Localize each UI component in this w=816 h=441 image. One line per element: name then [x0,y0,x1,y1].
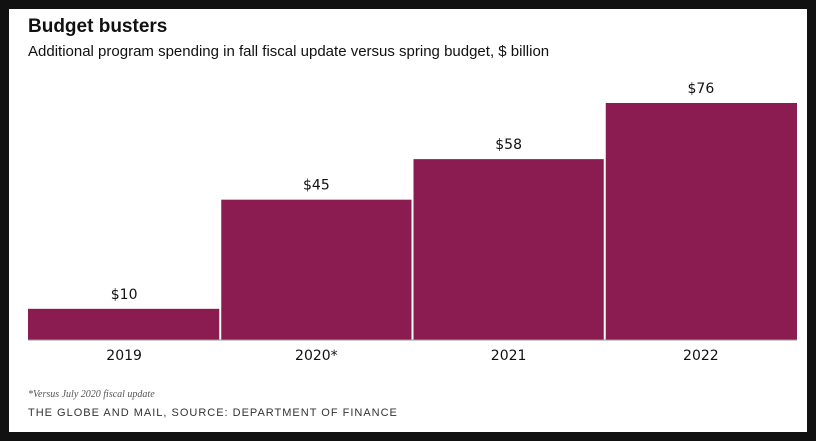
x-tick-label: 2020* [295,348,338,364]
source-credit: THE GLOBE AND MAIL, SOURCE: DEPARTMENT O… [28,407,398,419]
value-label: $10 [111,287,138,303]
chart-subtitle: Additional program spending in fall fisc… [28,43,550,60]
bar-2020 [221,199,412,340]
x-tick-label: 2021 [491,348,527,364]
value-label: $76 [688,81,715,97]
bar-2021 [413,159,604,340]
x-tick-label: 2019 [106,348,142,364]
value-label: $45 [303,178,330,194]
value-label: $58 [495,137,522,153]
bar-2019 [28,308,220,340]
x-tick-label: 2022 [683,348,719,364]
chart-title: Budget busters [28,16,168,37]
footnote: *Versus July 2020 fiscal update [28,389,155,400]
bar-2022 [605,103,797,340]
